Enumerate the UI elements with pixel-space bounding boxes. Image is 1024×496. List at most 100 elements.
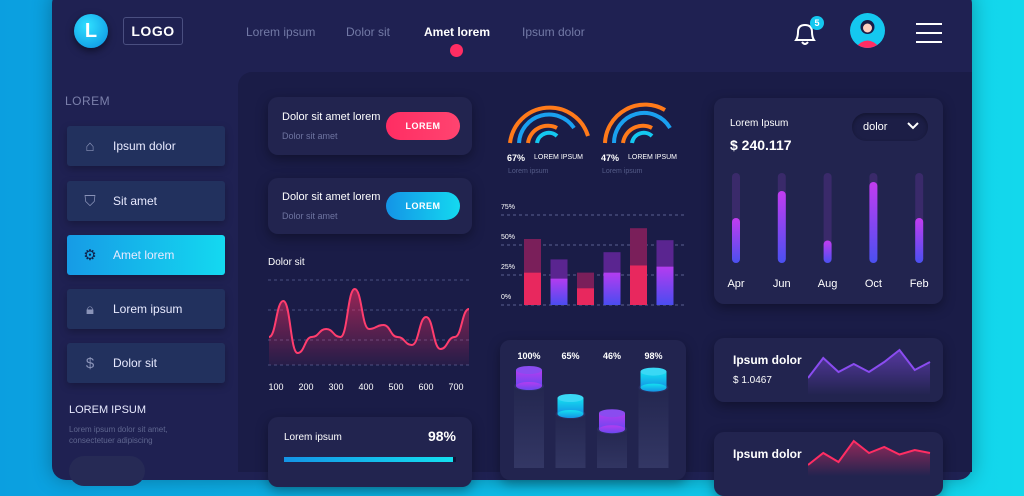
home-icon: ⌂ [85, 137, 95, 155]
spark-2-chart [808, 439, 931, 476]
bar-upper [630, 228, 647, 266]
nav-dolor-sit[interactable]: Dolor sit [346, 25, 391, 39]
progress-card: Lorem ipsum 98% [268, 417, 472, 487]
nav-ipsum-dolor[interactable]: Ipsum dolor [522, 25, 585, 39]
lock-icon: 🔒︎ [86, 300, 94, 318]
logo[interactable]: LOGO [123, 17, 183, 45]
period-dropdown[interactable]: dolor [852, 113, 928, 141]
bar-upper [656, 240, 674, 267]
cylinder-label: 100% [517, 351, 540, 361]
bar-lower [577, 288, 594, 305]
gauge-2-sub: Lorem ipsum [602, 168, 643, 175]
card-title: Dolor sit amet lorem [282, 111, 381, 123]
active-nav-indicator [450, 44, 463, 57]
dollar-icon: $ [85, 354, 95, 372]
monthly-card: Lorem Ipsum $ 240.117 dolor [714, 98, 943, 304]
sidebar-item-label: Sit amet [113, 194, 158, 208]
line-chart-line [268, 287, 470, 355]
gauge-1-label: LOREM IPSUM [534, 154, 584, 161]
lorem-button-cyan[interactable]: LOREM [386, 192, 460, 220]
y-tick-label: 25% [501, 264, 515, 271]
info-card-2: Dolor sit amet lorem Dolor sit amet LORE… [268, 178, 472, 234]
cylinder-top [557, 394, 584, 402]
y-tick-label: 75% [501, 204, 515, 211]
spark-1-chart [808, 348, 931, 395]
sidebar-item-sit-amet[interactable]: ⛉ Sit amet [67, 181, 225, 221]
bar-fill [823, 240, 832, 263]
shield-icon: ⛉ [84, 192, 96, 210]
cylinder-column [514, 384, 544, 468]
info-card-1: Dolor sit amet lorem Dolor sit amet LORE… [268, 97, 472, 155]
bar-fill [869, 182, 878, 263]
line-chart-area [269, 289, 469, 365]
cylinder-label: 46% [603, 351, 621, 361]
progress-track [284, 457, 456, 462]
monthly-title: Lorem Ipsum [730, 118, 789, 129]
line-chart: 100 200 300 400 500 600 700 [268, 279, 470, 392]
gauge-1-value: 67% [507, 153, 526, 163]
bar-lower [656, 266, 674, 305]
x-tick-label: 400 [358, 382, 373, 392]
gauge-2-arcs [603, 102, 672, 144]
sidebar-item-label: Ipsum dolor [113, 139, 176, 153]
sidebar-item-ipsum-dolor[interactable]: ⌂ Ipsum dolor [67, 126, 225, 166]
gauge-1-arcs [508, 105, 590, 144]
sidebar-item-dolor-sit[interactable]: $ Dolor sit [67, 343, 225, 383]
sidebar-item-label: Amet lorem [113, 248, 175, 262]
logo-letter: L [84, 19, 98, 42]
bar-upper [550, 259, 568, 279]
lorem-button-pink[interactable]: LOREM [386, 112, 460, 140]
x-tick-label: 600 [418, 382, 433, 392]
x-tick-label: 200 [298, 382, 313, 392]
bar-upper [603, 252, 621, 273]
spark-1-value: $ 1.0467 [733, 375, 772, 386]
line-chart-title: Dolor sit [268, 257, 305, 268]
bell-icon[interactable] [792, 20, 818, 53]
nav-lorem-ipsum[interactable]: Lorem ipsum [246, 25, 316, 39]
sidebar-title: LOREM [65, 94, 111, 108]
stacked-bar-chart: 0% 25% 50% 75% [501, 204, 684, 306]
x-tick-label: 500 [388, 382, 403, 392]
logo-badge[interactable]: L [74, 14, 108, 48]
hamburger-menu-icon[interactable] [914, 22, 944, 49]
cylinder-top [599, 409, 625, 418]
spark-2-title: Ipsum dolor [733, 447, 802, 461]
cylinder-body [599, 413, 625, 430]
avatar[interactable] [850, 13, 885, 48]
cylinder-bottom [557, 410, 584, 418]
x-tick-label: Aug [818, 278, 838, 290]
sidebar-item-label: Lorem ipsum [113, 302, 183, 316]
bar-upper [524, 239, 541, 273]
spark-1-title: Ipsum dolor [733, 353, 802, 367]
spark-area [808, 441, 930, 476]
sidebar-item-label: Dolor sit [113, 356, 158, 370]
sidebar-footer-button[interactable] [69, 456, 145, 486]
sidebar-item-amet-lorem[interactable]: ⚙ Amet lorem [67, 235, 225, 275]
monthly-bar-chart: Apr Jun Aug Oct Feb [727, 173, 929, 290]
cylinder-label: 65% [561, 351, 579, 361]
bar-fill [732, 218, 740, 263]
bar-lower [524, 272, 541, 305]
sidebar-footer-title: LOREM IPSUM [69, 404, 147, 416]
x-tick-label: Jun [773, 278, 791, 290]
bar-track [823, 173, 832, 263]
card-subtitle: Dolor sit amet [282, 131, 338, 141]
card-subtitle: Dolor sit amet [282, 211, 338, 221]
dropdown-value: dolor [863, 121, 888, 133]
cylinder-label: 98% [644, 351, 662, 361]
monthly-value: $ 240.117 [730, 137, 792, 153]
nav-amet-lorem[interactable]: Amet lorem [424, 25, 491, 39]
cylinder-body [640, 371, 667, 388]
x-tick-label: Oct [865, 278, 882, 290]
cylinder-bottom [599, 425, 625, 434]
bar-lower [630, 265, 647, 305]
cylinder-column [597, 427, 627, 468]
cylinder-top [516, 366, 542, 374]
gauge-2-label: LOREM IPSUM [628, 154, 678, 161]
gauge-2-value: 47% [601, 153, 620, 163]
sidebar-item-lorem-ipsum[interactable]: 🔒︎ Lorem ipsum [67, 289, 225, 329]
bar-lower [550, 278, 568, 305]
x-tick-label: Apr [727, 278, 744, 290]
cylinder-column [638, 385, 669, 468]
progress-fill [284, 457, 453, 462]
